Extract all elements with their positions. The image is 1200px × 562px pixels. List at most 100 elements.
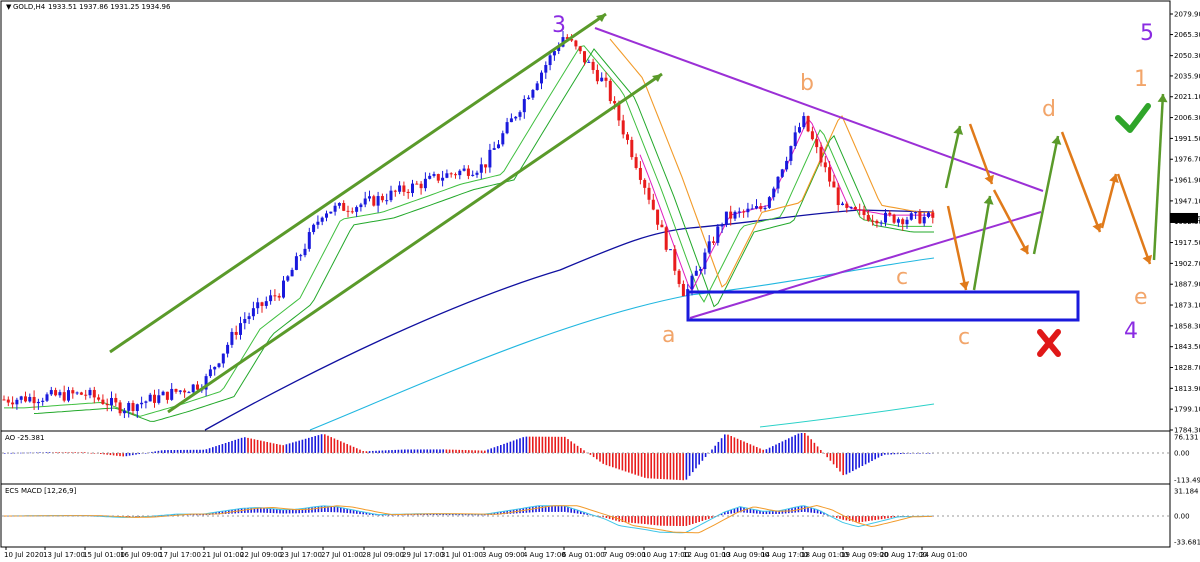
ao-bar <box>170 450 172 453</box>
macd-bar <box>330 506 332 513</box>
ao-bar <box>471 450 473 453</box>
ao-bar <box>676 453 678 480</box>
ao-bar <box>397 449 400 453</box>
wave-label-orange: a <box>662 323 675 348</box>
macd-bar <box>730 510 732 514</box>
macd-bar <box>333 506 336 513</box>
macd-bar <box>660 516 662 526</box>
ao-bar <box>896 453 899 455</box>
macd-bar <box>372 513 374 516</box>
ao-bar <box>311 436 313 453</box>
time-tick-label: 28 Jul 09:00 <box>362 551 404 559</box>
bear-candle <box>643 179 647 188</box>
ao-bar <box>80 452 83 453</box>
projection-arrow-down-head <box>959 281 970 290</box>
wave-label-purple: 3 <box>552 13 566 38</box>
ao-bar <box>816 446 819 453</box>
time-tick-label: 18 Aug 01:00 <box>801 551 848 559</box>
ao-bar <box>615 453 617 469</box>
ao-bar <box>218 445 220 453</box>
bear-candle <box>92 389 96 398</box>
macd-bar <box>560 505 563 512</box>
bull-candle <box>776 176 780 189</box>
ao-bar <box>378 450 380 453</box>
ao-bar <box>320 434 323 453</box>
price-tick-label: 1858.30 <box>1174 322 1200 330</box>
ao-bar <box>432 449 435 453</box>
ao-bar <box>810 439 812 453</box>
bull-candle <box>385 200 389 202</box>
macd-bar <box>464 514 467 516</box>
price-tick-label: 1961.90 <box>1174 177 1200 185</box>
projection-arrow-down-head <box>1019 244 1029 254</box>
ao-bar <box>743 441 745 453</box>
ao-label: AO -25.381 <box>5 434 44 442</box>
macd-histogram <box>2 504 1170 534</box>
ao-bar <box>359 449 361 453</box>
ao-bar <box>13 452 16 454</box>
bear-candle <box>638 167 642 180</box>
bull-candle <box>191 384 195 393</box>
bull-candle <box>226 344 230 354</box>
macd-bar <box>634 516 636 524</box>
ao-bar <box>394 449 396 453</box>
price-tick-label: 2079.90 <box>1174 11 1200 19</box>
macd-bar <box>599 516 601 517</box>
ao-bar <box>829 453 832 461</box>
macd-bar <box>500 511 502 515</box>
macd-bar <box>138 516 140 517</box>
ao-bar <box>423 449 425 453</box>
ao-bar <box>205 449 208 453</box>
macd-bar <box>724 512 726 515</box>
price-tick-label: 1799.10 <box>1174 406 1200 414</box>
ao-axis-label: 76.131 <box>1174 434 1199 442</box>
macd-bar <box>477 514 480 516</box>
projection-arrow-down-head <box>984 174 994 184</box>
ao-bar <box>442 449 444 453</box>
projection-arrow-up-head <box>983 196 994 205</box>
macd-bar <box>551 505 553 512</box>
ao-bar <box>64 452 67 453</box>
macd-bar <box>276 509 278 514</box>
ao-bar <box>477 450 480 453</box>
ao-bar <box>167 450 169 453</box>
projection-arrow-down-head <box>1142 254 1153 264</box>
bull-candle <box>411 183 414 194</box>
ao-bar <box>420 449 422 453</box>
ao-bar <box>541 436 544 453</box>
ao-bar <box>928 453 931 454</box>
ao-bar <box>848 453 851 473</box>
bull-candle <box>299 255 303 257</box>
macd-bar <box>349 509 352 514</box>
bull-candle <box>492 148 496 150</box>
bull-candle <box>540 72 543 84</box>
bull-candle <box>914 211 918 214</box>
macd-bar <box>292 509 294 514</box>
bull-candle <box>798 127 801 133</box>
bull-candle <box>793 132 797 147</box>
macd-bar <box>269 508 272 513</box>
bear-candle <box>815 139 819 148</box>
bull-candle <box>28 396 32 402</box>
ao-bar <box>58 452 60 453</box>
ao-bar <box>864 453 867 465</box>
price-tick-label: 1873.10 <box>1174 302 1200 310</box>
ao-bar <box>640 453 643 477</box>
time-tick-label: 10 Jul 2020 <box>4 551 44 559</box>
ao-bar <box>487 449 489 453</box>
chart-menu-icon[interactable]: ▼ <box>6 3 12 11</box>
bear-candle <box>419 183 423 189</box>
channel-upper-line <box>109 12 607 354</box>
macd-bar <box>855 516 857 522</box>
macd-bar <box>452 513 454 516</box>
macd-bar <box>759 510 761 514</box>
macd-bar <box>688 516 691 525</box>
macd-bar <box>893 516 896 518</box>
ao-bar <box>452 449 454 453</box>
bull-candle <box>699 269 703 271</box>
macd-bar <box>442 513 444 516</box>
bear-candle <box>277 295 281 298</box>
bull-candle <box>884 212 887 223</box>
macd-bar <box>346 508 348 514</box>
bull-candle <box>376 196 380 206</box>
